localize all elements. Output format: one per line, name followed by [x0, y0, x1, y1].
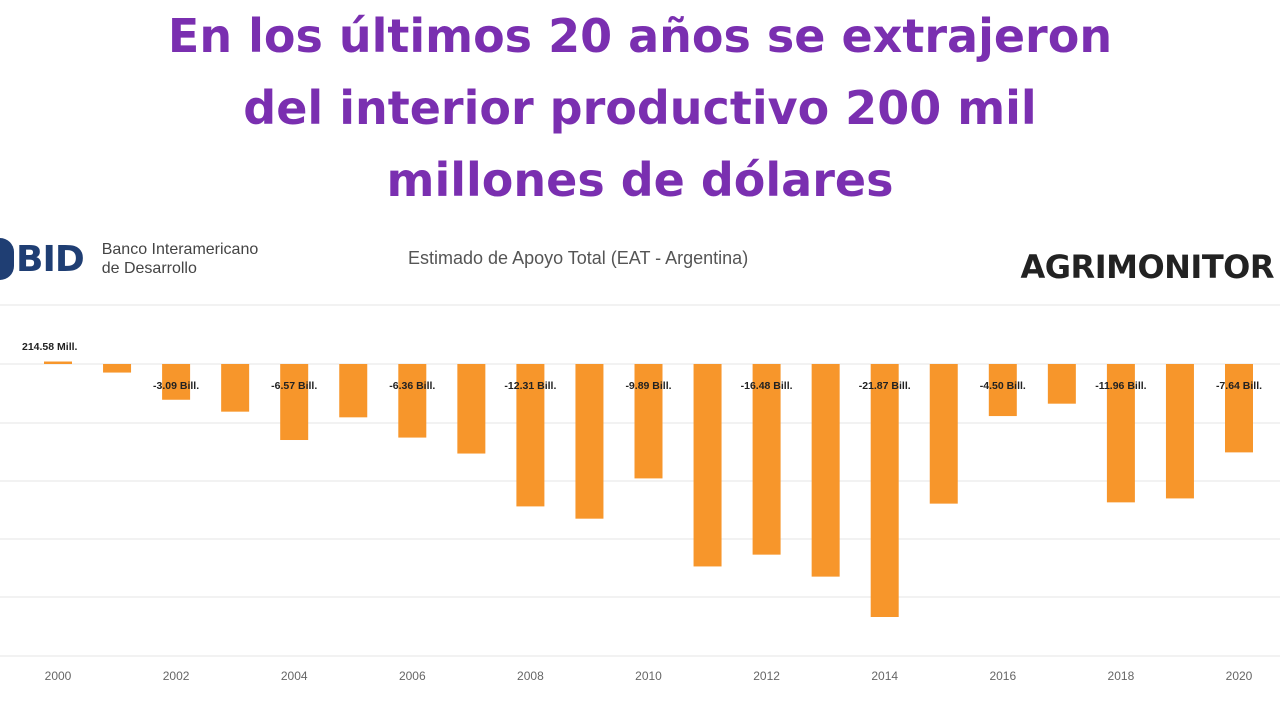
bar-2007: [457, 364, 486, 454]
headline: En los últimos 20 años se extrajeron del…: [0, 0, 1280, 216]
bar-2017: [1047, 364, 1076, 404]
bar-2008: [516, 364, 545, 507]
headline-line-3: millones de dólares: [386, 153, 894, 207]
bar-2009: [575, 364, 604, 519]
data-label-2010: -9.89 Bill.: [625, 380, 671, 392]
bid-logo: BID Banco Interamericano de Desarrollo: [0, 238, 258, 280]
x-tick-2004: 2004: [281, 669, 308, 683]
bank-name-line-2: de Desarrollo: [101, 260, 197, 277]
x-tick-2010: 2010: [635, 669, 662, 683]
x-tick-2014: 2014: [871, 669, 898, 683]
data-label-2000: 214.58 Mill.: [22, 341, 78, 353]
bar-2006: [398, 364, 427, 438]
bar-2014: [870, 364, 899, 617]
x-tick-2016: 2016: [989, 669, 1016, 683]
bar-2005: [339, 364, 368, 418]
x-tick-2002: 2002: [163, 669, 190, 683]
x-tick-2006: 2006: [399, 669, 426, 683]
bar-2002: [162, 364, 191, 400]
data-label-2002: -3.09 Bill.: [153, 380, 199, 392]
bank-name-line-1: Banco Interamericano: [101, 241, 259, 258]
data-label-2012: -16.48 Bill.: [741, 380, 793, 392]
x-tick-2000: 2000: [45, 669, 72, 683]
bar-2020: [1225, 364, 1253, 453]
bar-2003: [221, 364, 250, 412]
bank-name: Banco Interamericano de Desarrollo: [102, 240, 259, 278]
bar-2016: [988, 364, 1017, 417]
bar-2019: [1165, 364, 1194, 499]
x-tick-2018: 2018: [1108, 669, 1135, 683]
bid-mark: BID: [16, 238, 85, 280]
agrimonitor-logo: AGRIMONITOR: [1020, 248, 1275, 286]
bar-2004: [280, 364, 309, 441]
data-label-2008: -12.31 Bill.: [504, 380, 556, 392]
bar-2013: [811, 364, 840, 577]
data-label-2016: -4.50 Bill.: [980, 380, 1026, 392]
headline-line-1: En los últimos 20 años se extrajeron: [167, 9, 1113, 63]
bar-2015: [929, 364, 958, 504]
bar-2011: [693, 364, 722, 567]
bar-2000: [44, 361, 72, 364]
bid-logo-icon: [0, 238, 14, 280]
chart-title: Estimado de Apoyo Total (EAT - Argentina…: [408, 248, 749, 268]
x-tick-2008: 2008: [517, 669, 544, 683]
bar-2012: [752, 364, 781, 555]
bar-2010: [634, 364, 663, 479]
bar-2001: [103, 364, 132, 373]
x-tick-2020: 2020: [1226, 669, 1253, 683]
headline-line-2: del interior productivo 200 mil: [243, 81, 1037, 135]
data-label-2018: -11.96 Bill.: [1095, 380, 1146, 392]
data-label-2006: -6.36 Bill.: [389, 380, 435, 392]
data-label-2020: -7.64 Bill.: [1216, 380, 1262, 392]
data-label-2014: -21.87 Bill.: [859, 380, 911, 392]
bar-2018: [1106, 364, 1135, 503]
x-tick-2012: 2012: [753, 669, 780, 683]
data-label-2004: -6.57 Bill.: [271, 380, 317, 392]
